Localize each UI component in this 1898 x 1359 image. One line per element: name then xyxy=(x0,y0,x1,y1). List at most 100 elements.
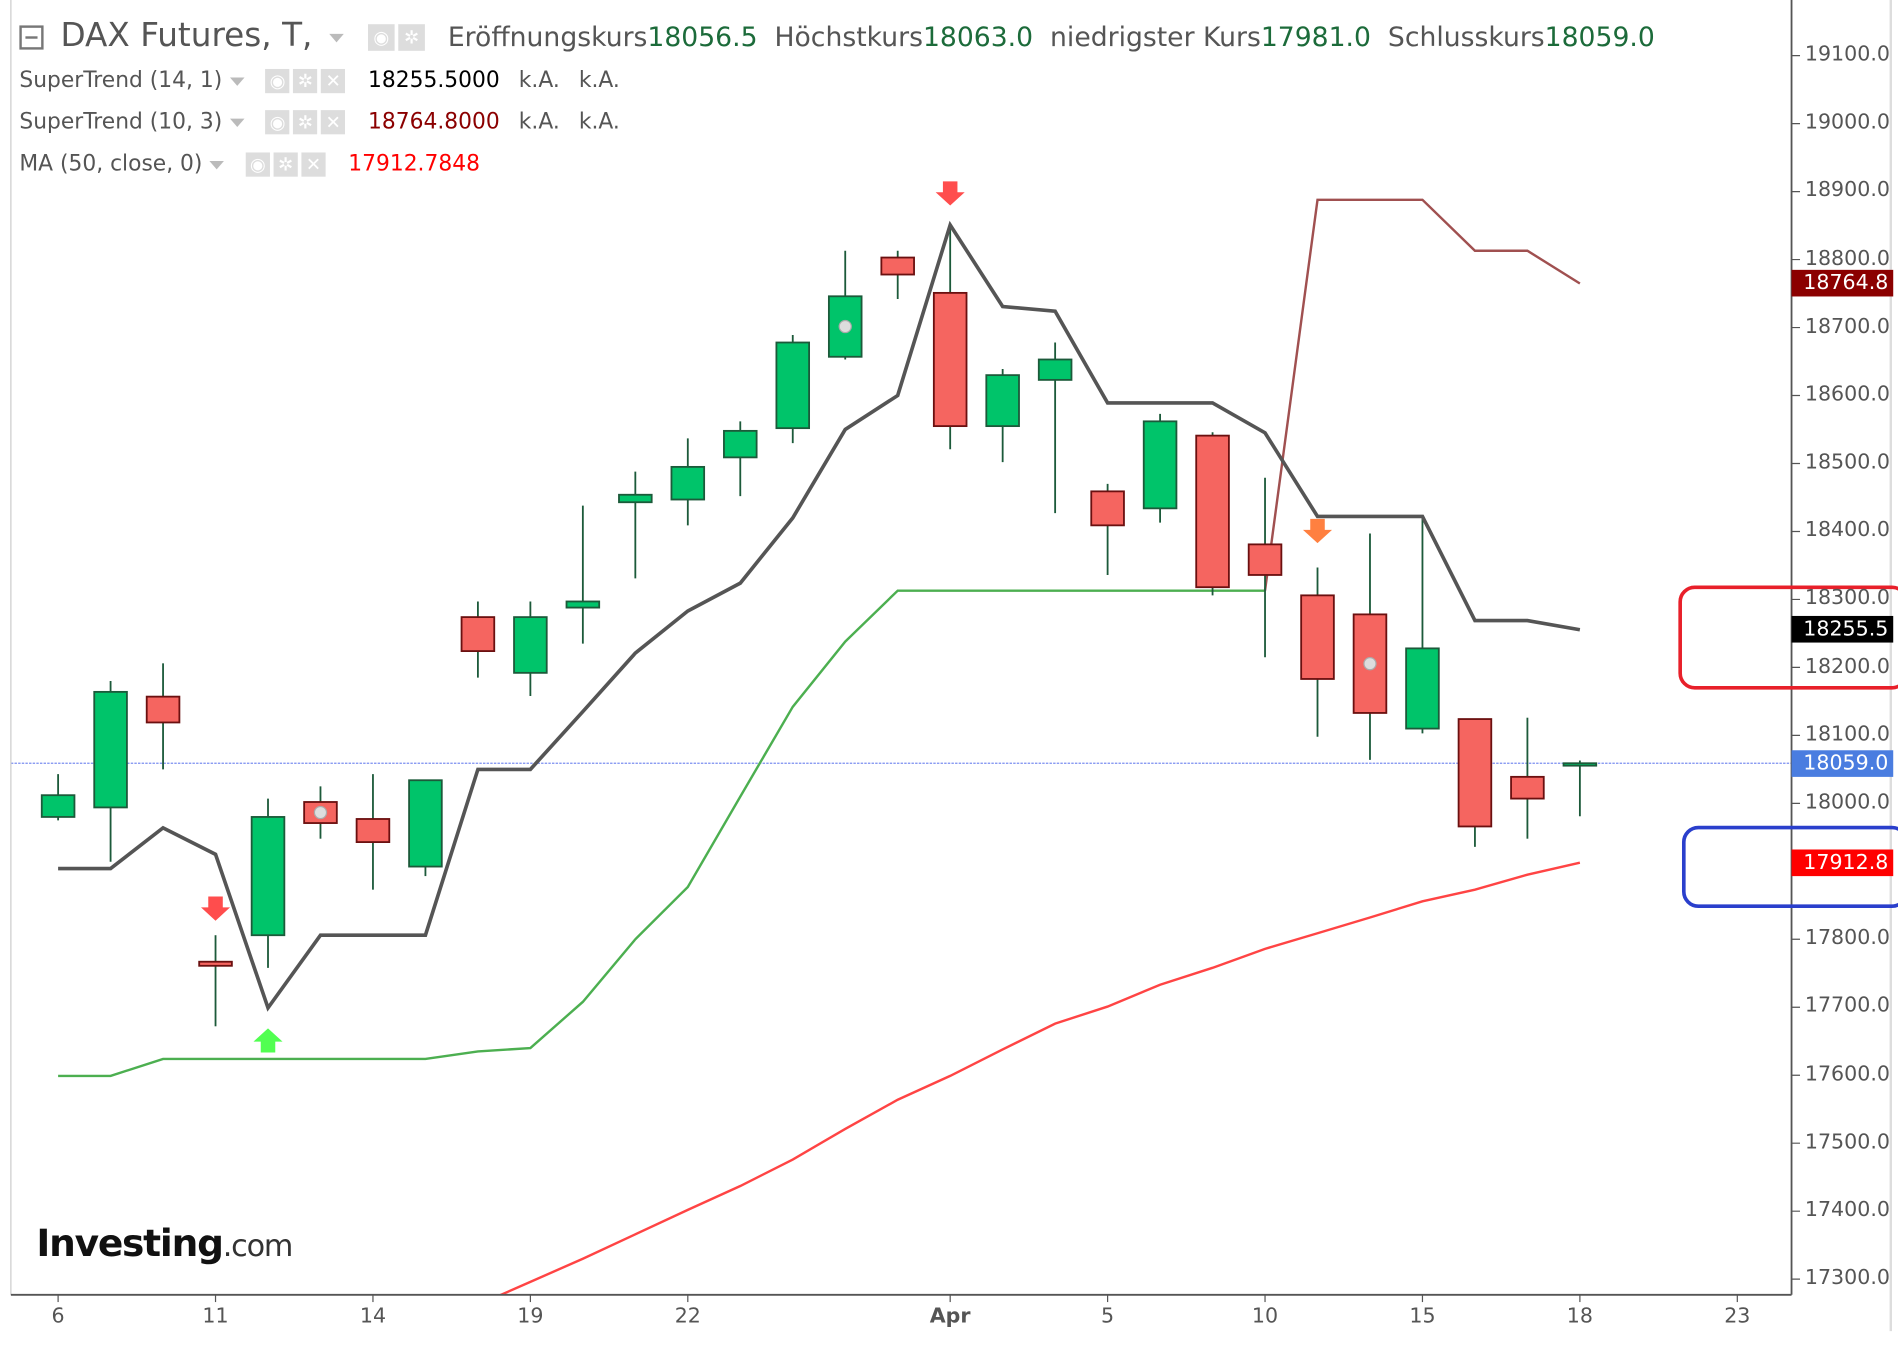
chevron-down-icon[interactable] xyxy=(329,33,344,42)
candle-body-down xyxy=(460,616,496,653)
candle-body-up xyxy=(408,779,443,868)
supertrend-10-3-up-line xyxy=(58,589,1266,1078)
indicator-row-supertrend-14-1: SuperTrend (14, 1) ◉ ✲ ✕ 18255.5000 k.A. k… xyxy=(19,67,620,94)
candle xyxy=(1457,718,1493,847)
x-tick-label: 22 xyxy=(674,1304,701,1329)
candle xyxy=(775,335,811,444)
eye-icon[interactable]: ◉ xyxy=(368,24,395,51)
y-tick-label: 17600.0 xyxy=(1804,1061,1890,1087)
close-icon[interactable]: ✕ xyxy=(321,68,346,94)
candle xyxy=(1195,432,1230,596)
y-tick-label: 19000.0 xyxy=(1804,110,1890,135)
candle xyxy=(355,774,391,890)
chart-header: DAX Futures, T, ◉ ✲ Eröffnungskurs18056.5… xyxy=(19,16,1655,55)
symbol-title: DAX Futures, T, xyxy=(60,16,313,55)
eye-icon[interactable]: ◉ xyxy=(245,152,270,177)
candle xyxy=(513,601,548,696)
low-value: 17981.0 xyxy=(1260,22,1371,54)
indicator-name: SuperTrend (10, 3) xyxy=(19,108,223,135)
candle xyxy=(932,224,968,450)
close-icon[interactable]: ✕ xyxy=(301,152,326,177)
chevron-down-icon[interactable] xyxy=(209,160,225,169)
x-tick-label: 19 xyxy=(517,1304,544,1329)
candle-body-up xyxy=(985,374,1020,428)
candle xyxy=(565,505,601,644)
candle xyxy=(1142,413,1178,523)
high-value: 18063.0 xyxy=(922,22,1034,54)
candle xyxy=(1510,717,1545,839)
gear-icon[interactable]: ✲ xyxy=(293,110,318,135)
candle xyxy=(1352,533,1388,760)
price-label: 17912.8 xyxy=(1791,849,1894,876)
open-label: Eröffnungskurs xyxy=(447,22,648,54)
candle xyxy=(408,779,443,877)
candle-body-up xyxy=(775,341,811,430)
indicator-name: SuperTrend (14, 1) xyxy=(19,67,223,94)
arrow-down-icon xyxy=(201,896,231,921)
x-tick-label: 14 xyxy=(359,1304,387,1329)
arrow-down-icon xyxy=(1302,518,1333,544)
y-tick-label: 18300.0 xyxy=(1804,586,1890,611)
candle-body-up xyxy=(723,429,758,459)
x-tick-label: 6 xyxy=(51,1304,65,1329)
candle xyxy=(198,935,233,1027)
indicator-row-ma-50: MA (50, close, 0) ◉ ✲ ✕ 17912.7848 xyxy=(19,151,480,177)
chevron-down-icon[interactable] xyxy=(229,76,245,86)
gear-icon[interactable]: ✲ xyxy=(273,152,298,177)
candle xyxy=(1247,477,1283,658)
candle xyxy=(670,438,706,526)
candle xyxy=(1090,483,1125,575)
y-tick-label: 17400.0 xyxy=(1804,1197,1890,1223)
candle-body-up xyxy=(827,295,863,358)
candle-body-up xyxy=(513,616,548,674)
candle-body-up xyxy=(670,465,706,501)
candle-body-up xyxy=(40,794,76,818)
candle-body-down xyxy=(1247,543,1283,576)
indicator-value: 18764.8000 xyxy=(368,108,500,135)
y-tick-label: 18000.0 xyxy=(1804,790,1890,815)
price-label: 18059.0 xyxy=(1791,749,1894,777)
price-label: 18255.5 xyxy=(1791,616,1894,643)
y-tick-label: 19100.0 xyxy=(1804,42,1890,67)
price-label: 18764.8 xyxy=(1791,270,1894,297)
close-label: Schlusskurs xyxy=(1387,22,1545,54)
y-tick-label: 18800.0 xyxy=(1804,246,1890,271)
y-tick-label: 17300.0 xyxy=(1804,1265,1890,1291)
candle xyxy=(460,601,496,678)
candle xyxy=(880,250,915,300)
y-tick-label: 18600.0 xyxy=(1804,382,1890,407)
y-tick-label: 17500.0 xyxy=(1804,1129,1890,1155)
candle-body-down xyxy=(145,695,181,724)
gear-icon[interactable]: ✲ xyxy=(293,68,318,94)
signal-dot xyxy=(838,319,852,334)
candle xyxy=(723,421,758,497)
high-label: Höchstkurs xyxy=(774,22,923,54)
eye-icon[interactable]: ◉ xyxy=(265,110,290,135)
low-label: niedrigster Kurs xyxy=(1050,22,1261,54)
candle-body-down xyxy=(932,291,968,428)
candle xyxy=(1300,567,1335,737)
indicator-value-3: k.A. xyxy=(578,67,620,94)
indicator-value-2: k.A. xyxy=(518,108,560,135)
highlight-box xyxy=(1678,585,1898,690)
indicator-value-2: k.A. xyxy=(518,67,560,94)
investing-logo: Investing.com xyxy=(36,1222,293,1266)
collapse-icon[interactable] xyxy=(19,25,44,50)
candle-body-down xyxy=(198,960,233,967)
y-tick-label: 18700.0 xyxy=(1804,314,1890,339)
plot-area xyxy=(10,181,1792,1295)
candle xyxy=(93,681,128,862)
y-tick-label: 17800.0 xyxy=(1804,925,1890,951)
eye-icon[interactable]: ◉ xyxy=(265,68,290,94)
x-tick-label: 10 xyxy=(1251,1304,1279,1329)
highlight-box xyxy=(1681,825,1898,908)
supertrend-14-1-line xyxy=(58,220,1581,1012)
candle-body-up xyxy=(1142,420,1178,510)
close-icon[interactable]: ✕ xyxy=(321,110,346,135)
chevron-down-icon[interactable] xyxy=(229,117,245,127)
ma-50-line xyxy=(497,861,1581,1295)
gear-icon[interactable]: ✲ xyxy=(398,24,425,51)
candle-body-up xyxy=(1405,647,1440,730)
signal-dot xyxy=(1363,657,1377,671)
